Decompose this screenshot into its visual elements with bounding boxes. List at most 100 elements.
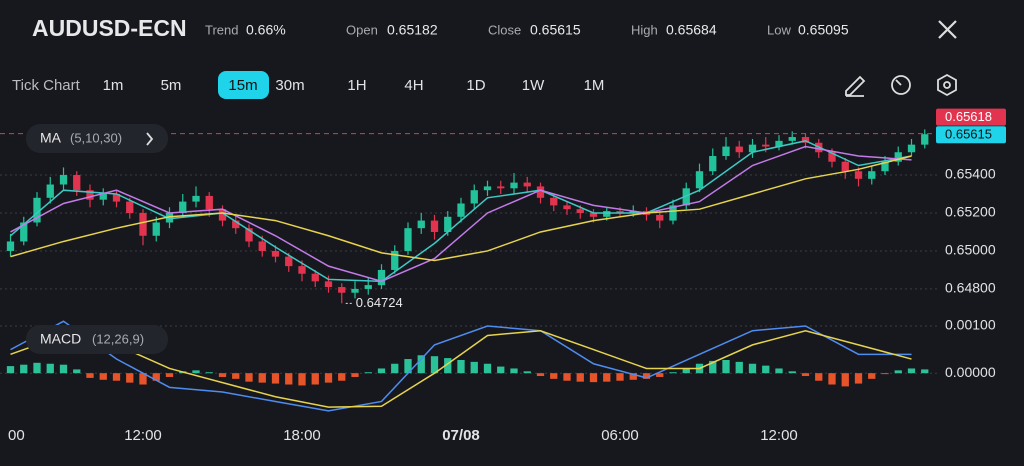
macd-bar: [603, 373, 611, 382]
timeframe-button[interactable]: 1M: [584, 77, 605, 94]
draw-tool[interactable]: [845, 75, 866, 97]
macd-params: (12,26,9): [92, 331, 144, 346]
timeframe-button[interactable]: 15m: [218, 71, 269, 99]
indicator-line: [10, 140, 912, 283]
macd-bar: [417, 355, 425, 374]
macd-bar: [669, 372, 677, 374]
stat-label: Open: [346, 22, 378, 37]
macd-bar: [815, 373, 823, 381]
stat-value: 0.65182: [387, 22, 438, 38]
macd-bar: [523, 371, 531, 374]
macd-bar: [192, 370, 200, 374]
ma-params: (5,10,30): [70, 130, 122, 145]
macd-bar: [576, 373, 584, 382]
candle-body: [656, 214, 664, 221]
timer-tool[interactable]: [891, 75, 911, 95]
x-tick-label: 06:00: [601, 427, 639, 444]
macd-pill[interactable]: [26, 325, 168, 354]
timeframe-label: 1W: [522, 77, 545, 94]
x-tick-label: 07/08: [442, 427, 480, 444]
x-tick-label: 12:00: [124, 427, 162, 444]
stat-value: 0.65095: [798, 22, 849, 38]
timeframe-button[interactable]: 1D: [466, 77, 485, 94]
macd-bar: [444, 358, 452, 374]
macd-bar: [112, 373, 121, 381]
timeframe-label: 5m: [161, 77, 182, 94]
settings-tool[interactable]: [937, 73, 957, 97]
macd-bar: [245, 373, 253, 382]
timeframe-button[interactable]: 5m: [161, 77, 182, 94]
macd-bar: [735, 361, 743, 374]
macd-bar: [907, 368, 916, 374]
macd-bar: [881, 373, 889, 375]
macd-bar: [218, 373, 227, 377]
timeframe-label: 4H: [404, 77, 423, 94]
candle-body: [868, 171, 876, 179]
macd-bar: [165, 373, 174, 377]
y-tick-label: 0.00000: [945, 364, 996, 380]
candle-body: [536, 186, 545, 198]
macd-bar: [46, 363, 54, 374]
timeframe-button[interactable]: 1W: [522, 77, 545, 94]
candle-body: [444, 216, 452, 232]
macd-bar: [6, 366, 15, 374]
candle-body: [589, 212, 598, 217]
candle-body: [351, 288, 359, 293]
x-tick-label: 18:00: [283, 427, 321, 444]
candle-body: [205, 195, 213, 210]
candle-body: [682, 188, 690, 206]
candle-body: [907, 144, 916, 153]
timeframe-button[interactable]: 30m: [275, 77, 304, 94]
x-tick-label: 00: [8, 427, 25, 444]
macd-bar: [338, 373, 346, 381]
candle-body: [232, 220, 240, 229]
macd-label: MACD: [40, 331, 81, 347]
candle-body: [59, 175, 68, 185]
last-label: 0.65615: [945, 127, 992, 142]
macd-bar: [298, 373, 306, 386]
low-marker: 0.64724: [356, 295, 403, 310]
macd-bar: [258, 373, 266, 383]
candle-body: [139, 212, 147, 236]
candle-body: [616, 211, 624, 213]
candle-body: [112, 194, 121, 202]
timeframe-label: 1H: [347, 77, 366, 94]
candle-body: [748, 144, 757, 153]
candle-body: [921, 134, 929, 145]
macd-bar: [762, 365, 770, 374]
timeframe-label: 1D: [466, 77, 485, 94]
macd-bar: [139, 373, 147, 385]
macd-bar: [377, 368, 386, 374]
candle-body: [510, 182, 518, 189]
timeframe-button[interactable]: 1m: [103, 77, 124, 94]
candle-body: [298, 266, 306, 274]
timeframe-label: 15m: [228, 77, 257, 94]
macd-bar: [311, 373, 319, 385]
macd-bar: [722, 359, 730, 374]
ma-pill[interactable]: [26, 124, 168, 153]
y-tick-label: 0.65000: [945, 242, 996, 258]
candle-body: [881, 161, 889, 172]
stat-label: High: [631, 22, 658, 37]
macd-bar: [470, 361, 478, 374]
macd-bar: [868, 373, 876, 379]
macd-bar: [748, 363, 757, 374]
candle-body: [271, 250, 280, 257]
timeframe-button[interactable]: 1H: [347, 77, 366, 94]
candle-body: [245, 228, 253, 242]
candle-body: [391, 250, 399, 270]
macd-bar: [351, 373, 359, 377]
timeframe-button[interactable]: 4H: [404, 77, 423, 94]
stat-label: Close: [488, 22, 521, 37]
close-button[interactable]: [938, 20, 957, 39]
candle-body: [788, 137, 796, 141]
macd-bar: [457, 359, 465, 374]
timeframe-button[interactable]: Tick Chart: [12, 77, 81, 94]
candle-body: [775, 140, 783, 147]
candle-body: [192, 195, 200, 202]
candle-body: [629, 211, 637, 213]
candle-body: [377, 269, 386, 286]
stat-value: 0.66%: [246, 22, 286, 38]
y-tick-label: 0.65400: [945, 166, 996, 182]
